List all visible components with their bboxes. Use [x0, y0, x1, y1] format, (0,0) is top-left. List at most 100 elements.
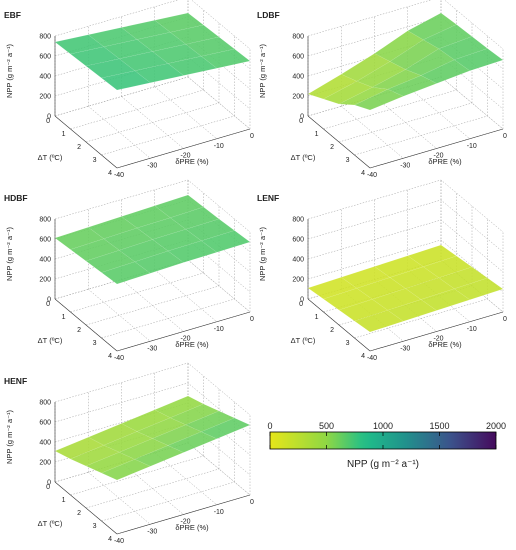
y-axis-line	[369, 128, 504, 169]
surface-patch	[354, 310, 404, 333]
grid-line	[121, 279, 184, 332]
y-tick-label: 0	[250, 133, 254, 140]
z-tick-label: 0	[47, 480, 51, 487]
colorbar: 0 500 1000 1500 2000 NPP (g m⁻² a⁻¹)	[267, 421, 506, 470]
panel-title: LDBF	[257, 10, 280, 20]
surface-patch	[101, 459, 151, 481]
panel-title: HDBF	[4, 193, 28, 203]
z-tick-label: 600	[292, 237, 304, 244]
grid-line	[154, 269, 217, 322]
colorbar-tick-label: 1000	[373, 421, 393, 431]
z-axis-label: NPP (g m⁻² a⁻¹)	[5, 226, 14, 281]
y-tick-label: -40	[114, 538, 124, 545]
x-tick-label: 0	[46, 118, 50, 125]
y-tick-label: -10	[214, 143, 224, 150]
z-tick-label: 400	[292, 74, 304, 81]
grid-line	[54, 179, 251, 233]
x-axis-label: ΔT (ºC)	[38, 336, 63, 345]
y-tick-label: -30	[147, 528, 157, 535]
grid-line	[154, 86, 217, 139]
y-tick-label: -40	[367, 355, 377, 362]
z-axis-label: NPP (g m⁻² a⁻¹)	[5, 43, 14, 98]
x-axis-line	[307, 115, 371, 169]
x-axis-label: ΔT (ºC)	[291, 336, 316, 345]
colorbar-label: NPP (g m⁻² a⁻¹)	[347, 459, 419, 470]
z-tick-label: 200	[292, 277, 304, 284]
y-axis-line	[369, 311, 504, 352]
x-tick-label: 3	[93, 523, 97, 530]
x-tick-label: 1	[62, 131, 66, 138]
grid-line	[54, 0, 251, 50]
z-tick-label: 200	[39, 94, 51, 101]
x-tick-label: 0	[46, 484, 50, 491]
colorbar-tick-label: 2000	[486, 421, 506, 431]
x-tick-label: 4	[361, 170, 365, 177]
grid-line	[88, 472, 151, 525]
panel-title: EBF	[4, 10, 21, 20]
z-tick-label: 800	[39, 34, 51, 41]
z-tick-label: 600	[39, 54, 51, 61]
x-tick-label: 3	[93, 340, 97, 347]
y-tick-label: 0	[250, 316, 254, 323]
y-tick-label: -20	[180, 153, 190, 160]
z-tick-label: 600	[39, 237, 51, 244]
y-tick-label: -20	[180, 519, 190, 526]
x-axis-line	[54, 298, 118, 352]
z-tick-label: 600	[292, 54, 304, 61]
z-tick-label: 0	[47, 297, 51, 304]
z-tick-label: 400	[39, 74, 51, 81]
surface	[54, 194, 251, 285]
z-tick-label: 400	[292, 257, 304, 264]
x-tick-label: 1	[315, 314, 319, 321]
grid-line	[307, 199, 504, 253]
y-tick-label: -30	[147, 162, 157, 169]
z-axis-label: NPP (g m⁻² a⁻¹)	[258, 226, 267, 281]
z-tick-label: 800	[292, 217, 304, 224]
y-tick-label: -30	[400, 162, 410, 169]
grid-line	[70, 455, 204, 496]
x-tick-label: 4	[108, 353, 112, 360]
z-tick-label: 0	[300, 114, 304, 121]
surface-patch	[101, 261, 151, 285]
x-axis-line	[307, 298, 371, 352]
panel-ldbf: LDBF 0 200 400 600 800 0 1 2 3 4 0 -10 -20 -30 -40 NPP (…	[257, 0, 507, 179]
y-tick-label: -40	[114, 172, 124, 179]
x-tick-label: 1	[62, 314, 66, 321]
grid-line	[70, 89, 204, 130]
z-tick-label: 800	[39, 400, 51, 407]
axes	[54, 219, 251, 352]
y-tick-label: -10	[467, 326, 477, 333]
y-tick-label: -30	[147, 345, 157, 352]
colorbar-tick-label: 1500	[429, 421, 449, 431]
grid-line	[54, 76, 251, 130]
x-tick-label: 2	[330, 327, 334, 334]
x-tick-label: 3	[346, 340, 350, 347]
y-axis-line	[116, 311, 251, 352]
z-tick-label: 200	[39, 277, 51, 284]
y-tick-label: -10	[214, 509, 224, 516]
y-tick-label: 0	[250, 499, 254, 506]
colorbar-tick-label: 500	[319, 421, 334, 431]
grid-line	[341, 106, 404, 159]
x-tick-label: 1	[62, 497, 66, 504]
x-axis-line	[54, 481, 118, 535]
panel-hdbf: HDBF 0 200 400 600 800 0 1 2 3 4 0 -10 -20 -30 -40 NPP (…	[4, 179, 254, 362]
colorbar-tick-label: 0	[267, 421, 272, 431]
x-tick-label: 3	[346, 157, 350, 164]
y-axis-label: δPRE (%)	[175, 340, 209, 349]
panel-title: HENF	[4, 376, 27, 386]
x-axis-label: ΔT (ºC)	[291, 153, 316, 162]
y-tick-label: -20	[433, 153, 443, 160]
y-axis-line	[116, 128, 251, 169]
grid-line	[88, 289, 151, 342]
surface-patch	[354, 89, 404, 111]
grid-line	[307, 179, 504, 233]
y-axis-label: δPRE (%)	[428, 157, 462, 166]
x-tick-label: 4	[108, 170, 112, 177]
surface	[54, 12, 251, 91]
y-tick-label: -20	[180, 336, 190, 343]
grid-line	[407, 86, 470, 139]
grid-line	[307, 0, 504, 50]
grid-line	[121, 96, 184, 149]
panel-henf: HENF 0 200 400 600 800 0 1 2 3 4 0 -10 -20 -30 -40 NPP (…	[4, 362, 254, 545]
